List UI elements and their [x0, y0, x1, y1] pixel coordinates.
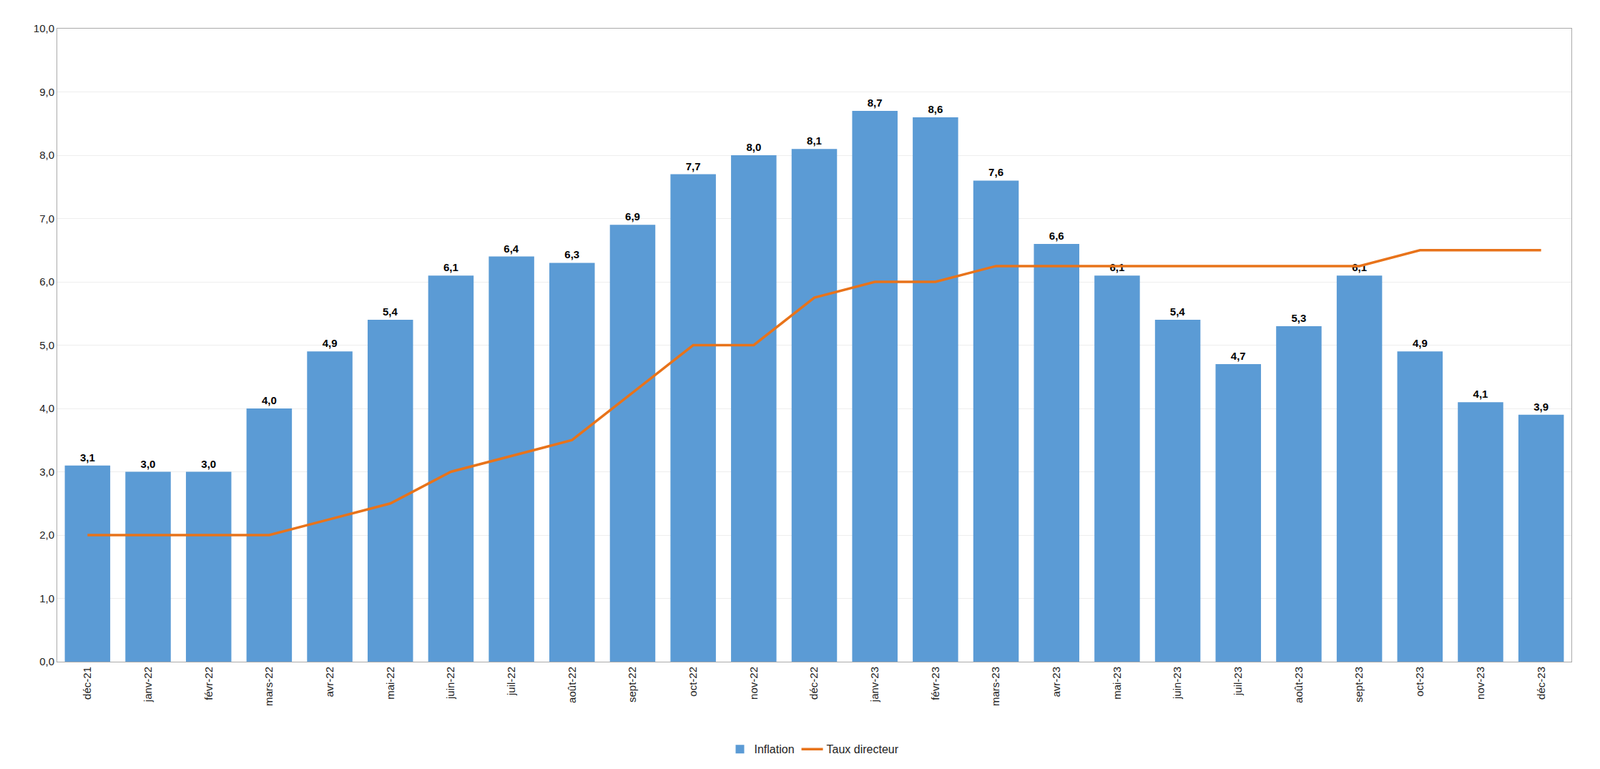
svg-text:6,3: 6,3	[564, 248, 580, 261]
svg-text:4,0: 4,0	[39, 401, 55, 415]
svg-text:nov-22: nov-22	[747, 666, 760, 700]
svg-text:7,0: 7,0	[39, 212, 55, 225]
svg-text:6,4: 6,4	[503, 242, 520, 255]
svg-text:3,1: 3,1	[80, 451, 96, 464]
svg-text:10,0: 10,0	[33, 22, 55, 35]
svg-text:oct-23: oct-23	[1413, 666, 1426, 697]
svg-text:8,7: 8,7	[867, 96, 883, 109]
svg-text:4,1: 4,1	[1473, 387, 1489, 400]
svg-text:8,0: 8,0	[745, 140, 762, 154]
svg-text:4,9: 4,9	[1412, 336, 1428, 350]
svg-text:juin-23: juin-23	[1170, 666, 1184, 700]
svg-text:oct-22: oct-22	[686, 666, 699, 697]
svg-text:8,0: 8,0	[39, 148, 55, 161]
svg-text:3,0: 3,0	[39, 465, 55, 478]
svg-text:juil-23: juil-23	[1231, 666, 1244, 696]
svg-text:7,7: 7,7	[685, 160, 701, 173]
svg-text:août-23: août-23	[1292, 666, 1305, 704]
svg-text:6,1: 6,1	[1109, 261, 1125, 274]
svg-text:4,9: 4,9	[322, 336, 338, 350]
svg-text:mai-23: mai-23	[1110, 666, 1123, 700]
svg-text:janv-23: janv-23	[868, 666, 881, 703]
svg-text:avr-23: avr-23	[1049, 666, 1063, 698]
svg-text:8,1: 8,1	[806, 134, 822, 147]
svg-text:5,3: 5,3	[1291, 311, 1307, 325]
svg-text:7,6: 7,6	[988, 165, 1004, 179]
svg-text:déc-23: déc-23	[1534, 666, 1548, 700]
svg-text:4,0: 4,0	[261, 394, 277, 407]
svg-text:sept-22: sept-22	[625, 666, 638, 703]
svg-text:8,6: 8,6	[927, 102, 943, 116]
svg-text:déc-21: déc-21	[80, 666, 93, 700]
svg-text:mai-22: mai-22	[384, 666, 397, 700]
svg-text:sept-23: sept-23	[1352, 666, 1365, 703]
svg-text:6,1: 6,1	[443, 261, 459, 274]
svg-text:Inflation: Inflation	[754, 743, 795, 756]
svg-text:3,9: 3,9	[1533, 400, 1549, 413]
svg-text:5,4: 5,4	[382, 305, 399, 318]
svg-text:févr-23: févr-23	[929, 666, 942, 701]
svg-text:juil-22: juil-22	[504, 666, 518, 696]
svg-text:0,0: 0,0	[39, 655, 55, 668]
svg-text:6,6: 6,6	[1049, 229, 1065, 242]
svg-text:avr-22: avr-22	[323, 666, 336, 698]
svg-text:janv-22: janv-22	[141, 666, 154, 703]
svg-text:mars-23: mars-23	[989, 666, 1002, 706]
svg-text:août-22: août-22	[565, 666, 578, 704]
svg-text:6,0: 6,0	[39, 275, 55, 288]
svg-text:5,0: 5,0	[39, 339, 55, 352]
svg-text:1,0: 1,0	[39, 592, 55, 605]
svg-text:9,0: 9,0	[39, 85, 55, 98]
svg-text:6,9: 6,9	[625, 210, 641, 223]
svg-text:mars-22: mars-22	[262, 666, 275, 706]
svg-text:5,4: 5,4	[1170, 305, 1186, 318]
svg-text:juin-22: juin-22	[444, 666, 457, 700]
svg-text:2,0: 2,0	[39, 528, 55, 541]
svg-text:3,0: 3,0	[140, 457, 156, 470]
svg-text:Taux directeur: Taux directeur	[826, 743, 900, 756]
svg-text:3,0: 3,0	[200, 457, 217, 470]
svg-text:6,1: 6,1	[1351, 261, 1367, 274]
svg-text:févr-22: févr-22	[202, 666, 215, 701]
svg-text:déc-22: déc-22	[807, 666, 820, 700]
svg-text:nov-23: nov-23	[1474, 666, 1487, 700]
svg-text:4,7: 4,7	[1230, 349, 1246, 362]
